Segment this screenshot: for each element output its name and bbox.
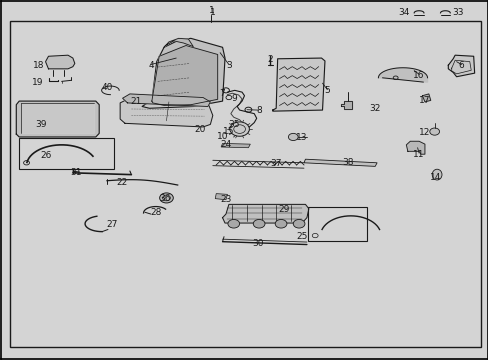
- Circle shape: [293, 220, 305, 228]
- Polygon shape: [221, 143, 250, 148]
- Bar: [19, 138, 114, 169]
- Text: 11: 11: [412, 150, 424, 159]
- Text: 37: 37: [270, 159, 282, 168]
- Text: 17: 17: [418, 96, 430, 105]
- Text: 30: 30: [252, 239, 264, 248]
- Text: 34: 34: [398, 8, 409, 17]
- Text: 1: 1: [208, 6, 214, 15]
- Text: 3: 3: [225, 62, 231, 71]
- Text: 13: 13: [296, 133, 307, 142]
- Polygon shape: [222, 204, 308, 223]
- Text: 24: 24: [220, 140, 231, 149]
- Text: 20: 20: [194, 125, 205, 134]
- Text: 31: 31: [70, 168, 82, 177]
- Text: 27: 27: [106, 220, 117, 229]
- Polygon shape: [406, 141, 424, 154]
- Polygon shape: [422, 94, 430, 102]
- Text: 32: 32: [369, 104, 380, 113]
- Bar: [307, 207, 366, 241]
- Circle shape: [253, 220, 264, 228]
- Polygon shape: [142, 39, 224, 108]
- Text: 38: 38: [342, 158, 353, 167]
- Text: 26: 26: [40, 151, 51, 160]
- Text: 12: 12: [418, 128, 430, 137]
- Text: 18: 18: [33, 62, 44, 71]
- Circle shape: [275, 220, 286, 228]
- Text: 9: 9: [230, 94, 236, 103]
- Text: 6: 6: [458, 62, 464, 71]
- Circle shape: [288, 134, 298, 140]
- Text: 2: 2: [266, 55, 272, 64]
- Text: 7: 7: [219, 89, 225, 98]
- Polygon shape: [120, 99, 212, 127]
- Circle shape: [227, 220, 239, 228]
- Text: 19: 19: [31, 78, 43, 87]
- Text: 36: 36: [160, 194, 171, 203]
- Polygon shape: [272, 58, 325, 111]
- Polygon shape: [215, 194, 227, 200]
- Text: 25: 25: [296, 232, 307, 241]
- Text: 5: 5: [324, 86, 329, 95]
- Text: 40: 40: [101, 83, 112, 92]
- Text: 15: 15: [223, 127, 234, 136]
- Circle shape: [159, 193, 173, 203]
- Polygon shape: [340, 101, 351, 109]
- Text: 29: 29: [278, 205, 289, 214]
- Polygon shape: [16, 101, 99, 137]
- Polygon shape: [304, 159, 376, 166]
- Text: 35: 35: [227, 120, 239, 129]
- Polygon shape: [45, 55, 75, 69]
- Polygon shape: [152, 45, 217, 105]
- Text: 39: 39: [35, 120, 46, 129]
- Text: 28: 28: [150, 208, 161, 217]
- Text: 10: 10: [216, 132, 228, 141]
- Text: 33: 33: [451, 8, 463, 17]
- Text: 8: 8: [256, 105, 262, 114]
- Circle shape: [229, 122, 249, 136]
- Polygon shape: [21, 103, 94, 134]
- Polygon shape: [163, 39, 193, 47]
- Ellipse shape: [431, 169, 441, 180]
- Text: 23: 23: [220, 195, 231, 204]
- Polygon shape: [122, 94, 210, 107]
- Polygon shape: [378, 68, 427, 82]
- Text: 22: 22: [116, 178, 127, 187]
- Text: 4: 4: [148, 62, 153, 71]
- Text: 14: 14: [429, 173, 441, 182]
- Text: 1: 1: [209, 8, 215, 17]
- Text: 21: 21: [130, 97, 142, 106]
- Circle shape: [429, 128, 439, 135]
- Polygon shape: [447, 55, 474, 77]
- Text: 16: 16: [412, 71, 424, 80]
